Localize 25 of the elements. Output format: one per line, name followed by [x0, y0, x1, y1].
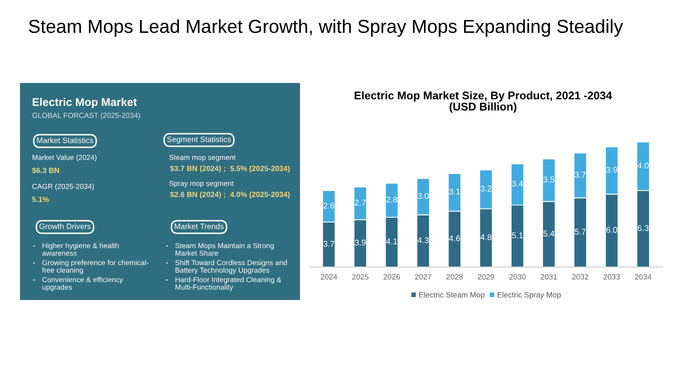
- data-label: 3.5: [543, 176, 554, 182]
- data-label: 5.4: [543, 230, 554, 236]
- data-label: 3.7: [574, 172, 586, 178]
- data-label: 5.7: [574, 228, 586, 235]
- data-label: 4.6: [448, 235, 460, 242]
- data-label: 4.3: [418, 237, 429, 244]
- data-label: 3.7: [323, 240, 334, 247]
- data-label: 3.1: [449, 188, 460, 195]
- data-label: 3.9: [606, 166, 618, 173]
- text: Electric Mop Market: [32, 98, 137, 108]
- data-label: 6.0: [606, 226, 618, 233]
- data-label: 4.8: [480, 234, 492, 240]
- data-label: 2.7: [354, 200, 366, 206]
- data-label: 4.1: [386, 238, 398, 244]
- data-label: 3.4: [512, 180, 523, 187]
- data-label: 2.8: [386, 196, 398, 202]
- text: Steam Mops Lead Market Growth, with Spray Mops Expanding Steadily: [28, 19, 624, 37]
- data-label: 3.9: [354, 240, 366, 246]
- data-label: 2.6: [323, 202, 334, 209]
- data-label: 3.2: [480, 186, 492, 192]
- data-label: 3.0: [418, 192, 429, 199]
- data-label: 5.1: [512, 232, 523, 238]
- chart-title: Electric Mop Market Size, By Product, 2021 -2034 (USD Billion): [354, 91, 612, 113]
- data-label: 6.3: [638, 225, 649, 232]
- data-label: 4.0: [638, 162, 649, 169]
